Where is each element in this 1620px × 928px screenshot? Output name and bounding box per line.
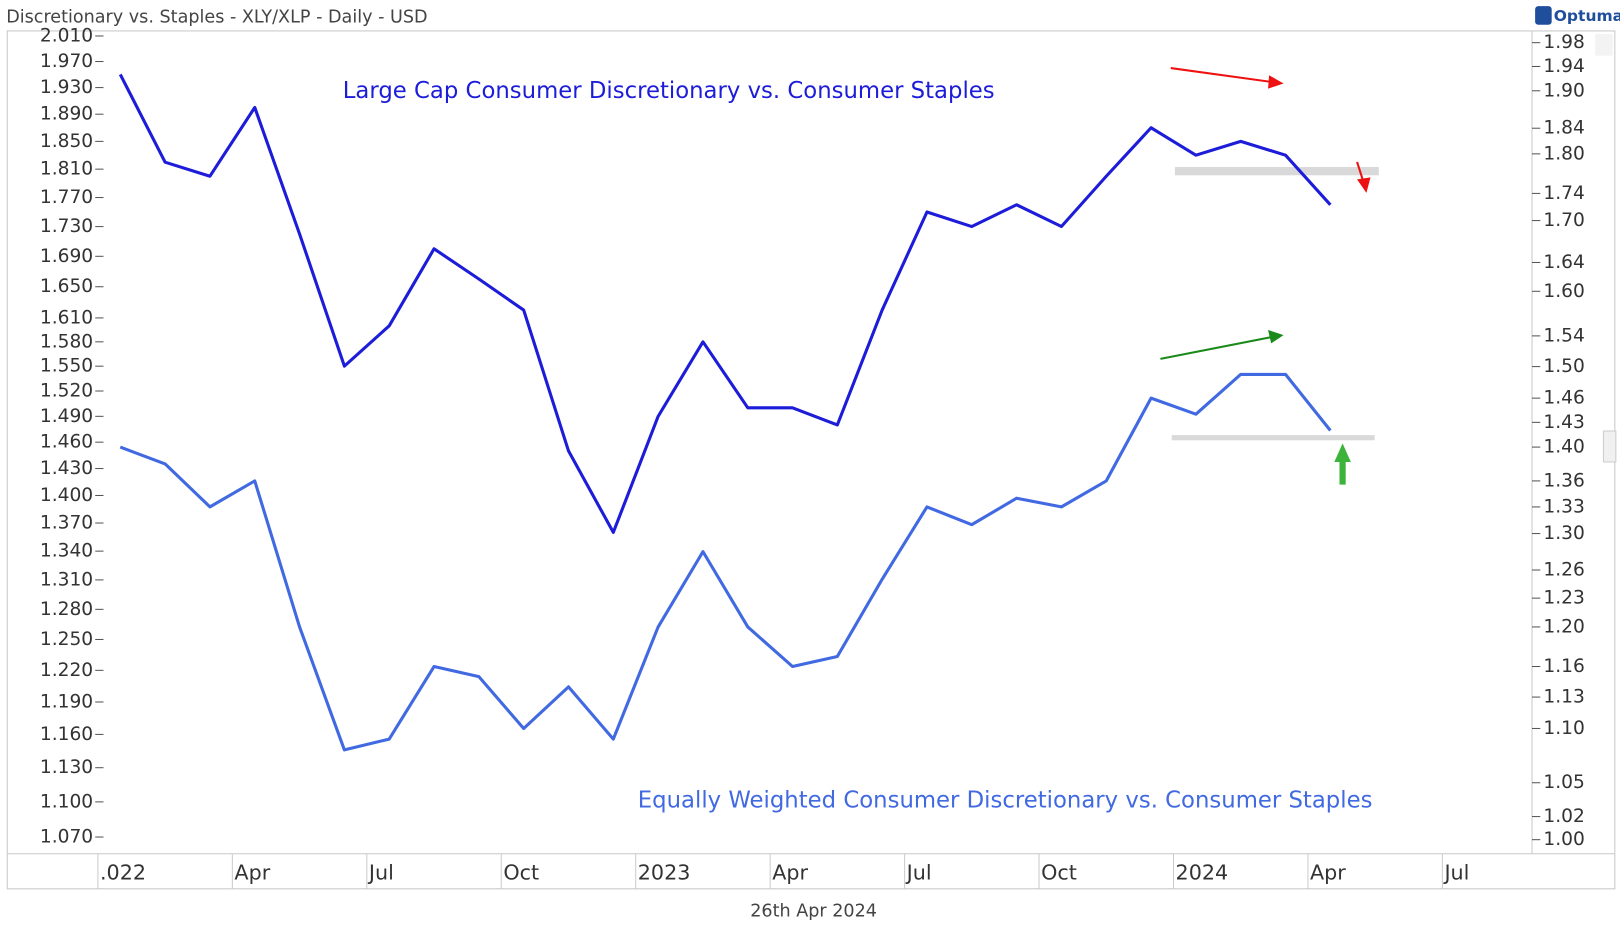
y-tick-label: 1.310 xyxy=(40,569,93,590)
arrowhead xyxy=(1357,177,1371,193)
y2-tick-label: 1.43 xyxy=(1543,412,1584,433)
y2-tick-label: 1.33 xyxy=(1543,496,1584,517)
y2-tick-label: 1.26 xyxy=(1543,560,1584,581)
y2-tick-label: 1.30 xyxy=(1543,523,1584,544)
y2-tick-label: 1.02 xyxy=(1543,806,1584,827)
x-tick-label: Jul xyxy=(905,860,932,884)
lock-icon[interactable] xyxy=(1595,34,1613,56)
arrowhead xyxy=(1268,329,1284,344)
x-tick-label: Oct xyxy=(1041,860,1077,884)
arrow xyxy=(1339,459,1346,485)
y-tick-label: 1.280 xyxy=(40,599,93,620)
y-tick-label: 1.890 xyxy=(40,104,93,125)
y2-tick-label: 1.00 xyxy=(1543,829,1584,850)
arrowhead xyxy=(1334,443,1351,462)
y-tick-label: 1.520 xyxy=(40,381,93,402)
y-tick-label: 1.810 xyxy=(40,159,93,180)
arrowhead xyxy=(1268,75,1284,89)
x-tick-label: Apr xyxy=(772,860,808,884)
annotation: Equally Weighted Consumer Discretionary … xyxy=(638,788,1373,814)
y-tick-label: 1.690 xyxy=(40,246,93,267)
y-tick-label: 1.220 xyxy=(40,660,93,681)
y2-tick-label: 1.36 xyxy=(1543,470,1584,491)
y-tick-label: 1.190 xyxy=(40,691,93,712)
arrow xyxy=(1170,67,1276,84)
frame xyxy=(6,30,1616,890)
x-tick-label: Jul xyxy=(1442,860,1469,884)
brand: Optuma xyxy=(1554,7,1620,25)
y-tick-label: 1.550 xyxy=(40,356,93,377)
x-tick-label: 2024 xyxy=(1176,860,1229,884)
collapse-handle[interactable] xyxy=(1602,430,1617,463)
x-tick-label: Oct xyxy=(503,860,539,884)
y-tick-label: 1.850 xyxy=(40,131,93,152)
x-tick-label: Apr xyxy=(1310,860,1346,884)
y-tick-label: 1.370 xyxy=(40,513,93,534)
x-tick-label: .022 xyxy=(100,860,146,884)
y-tick-label: 1.400 xyxy=(40,485,93,506)
y2-tick-label: 1.40 xyxy=(1543,437,1584,458)
y2-tick-label: 1.20 xyxy=(1543,616,1584,637)
y2-tick-label: 1.50 xyxy=(1543,356,1584,377)
series-line xyxy=(119,372,1332,752)
y2-tick-label: 1.80 xyxy=(1543,143,1584,164)
y-tick-label: 1.610 xyxy=(40,307,93,328)
chart-title: Discretionary vs. Staples - XLY/XLP - Da… xyxy=(6,8,427,28)
y2-tick-label: 1.05 xyxy=(1543,772,1584,793)
y-tick-label: 1.970 xyxy=(40,51,93,72)
y-tick-label: 1.730 xyxy=(40,216,93,237)
x-tick-label: 2023 xyxy=(638,860,691,884)
x-tick-label: Jul xyxy=(367,860,394,884)
arrow xyxy=(1160,336,1272,360)
y2-tick-label: 1.74 xyxy=(1543,183,1584,204)
annotation: Large Cap Consumer Discretionary vs. Con… xyxy=(343,78,995,104)
y-tick-label: 1.160 xyxy=(40,724,93,745)
y-tick-label: 1.100 xyxy=(40,791,93,812)
y-tick-label: 1.650 xyxy=(40,276,93,297)
footer-date: 26th Apr 2024 xyxy=(750,902,877,922)
y2-tick-label: 1.70 xyxy=(1543,210,1584,231)
y-tick-label: 1.250 xyxy=(40,629,93,650)
y2-tick-label: 1.60 xyxy=(1543,281,1584,302)
y2-tick-label: 1.90 xyxy=(1543,80,1584,101)
support-band xyxy=(1171,435,1375,441)
brand-icon xyxy=(1535,6,1552,25)
y-tick-label: 1.930 xyxy=(40,77,93,98)
y2-tick-label: 1.13 xyxy=(1543,687,1584,708)
y2-tick-label: 1.46 xyxy=(1543,388,1584,409)
y-tick-label: 1.580 xyxy=(40,331,93,352)
y2-tick-label: 1.54 xyxy=(1543,325,1584,346)
y2-tick-label: 1.64 xyxy=(1543,252,1584,273)
x-tick-label: Apr xyxy=(234,860,270,884)
y-tick-label: 1.430 xyxy=(40,458,93,479)
y-tick-label: 1.460 xyxy=(40,432,93,453)
y2-tick-label: 1.23 xyxy=(1543,588,1584,609)
y2-tick-label: 1.10 xyxy=(1543,718,1584,739)
y2-tick-label: 1.16 xyxy=(1543,656,1584,677)
y-tick-label: 1.130 xyxy=(40,757,93,778)
y2-tick-label: 1.98 xyxy=(1543,32,1584,53)
y2-tick-label: 1.84 xyxy=(1543,118,1584,139)
y-tick-label: 2.010 xyxy=(40,26,93,47)
series-line xyxy=(118,73,1332,534)
y-tick-label: 1.770 xyxy=(40,187,93,208)
arrow xyxy=(1356,161,1365,182)
y2-tick-label: 1.94 xyxy=(1543,56,1584,77)
y-tick-label: 1.340 xyxy=(40,541,93,562)
support-band xyxy=(1174,167,1379,176)
y-tick-label: 1.070 xyxy=(40,827,93,848)
y-tick-label: 1.490 xyxy=(40,406,93,427)
